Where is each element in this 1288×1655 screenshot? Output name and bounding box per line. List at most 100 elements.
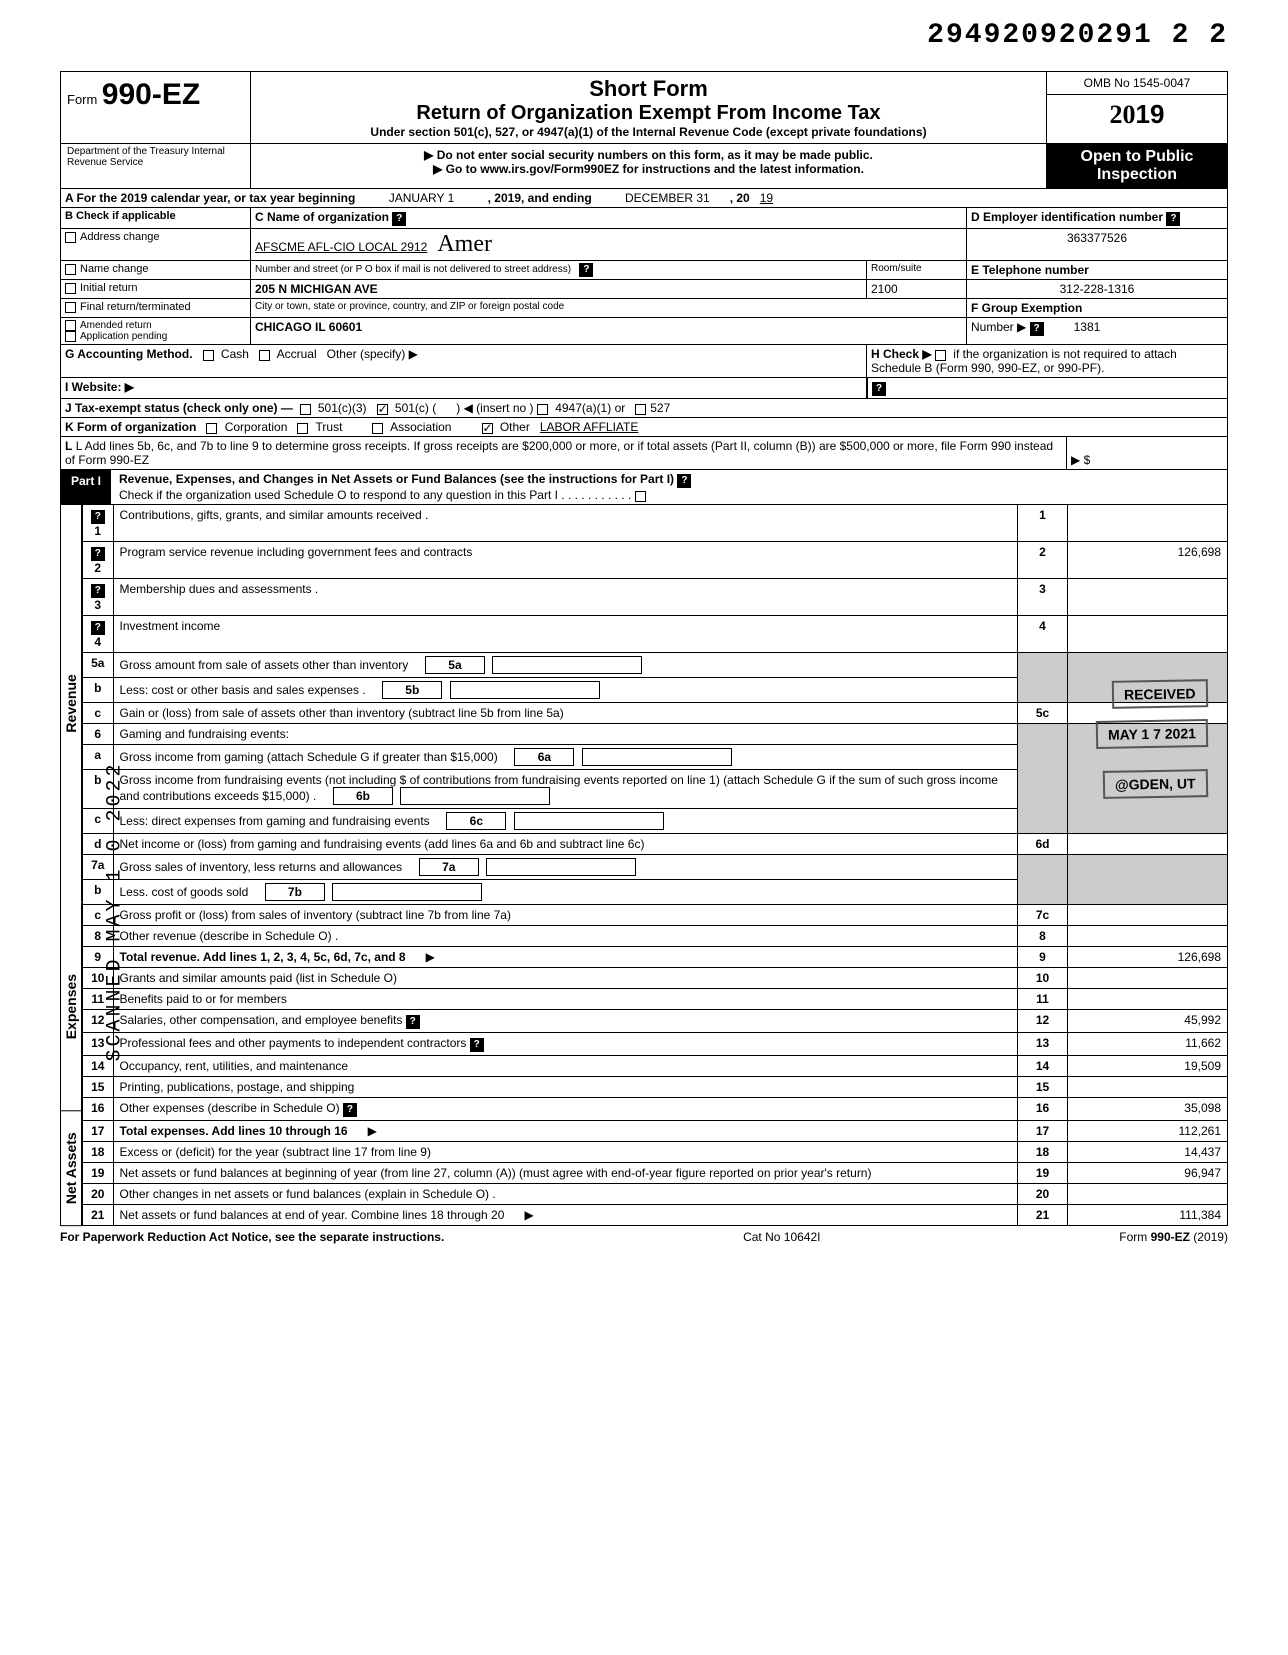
table-row: 11Benefits paid to or for members11 bbox=[83, 989, 1228, 1010]
line-9-desc: Total revenue. Add lines 1, 2, 3, 4, 5c,… bbox=[120, 950, 406, 964]
help-icon[interactable]: ? bbox=[579, 263, 593, 277]
line-14-desc: Occupancy, rent, utilities, and maintena… bbox=[113, 1056, 1018, 1077]
501c3-checkbox[interactable] bbox=[300, 404, 311, 415]
name-change-checkbox[interactable] bbox=[65, 264, 76, 275]
box-5b: 5b bbox=[382, 681, 442, 699]
table-row: 13Professional fees and other payments t… bbox=[83, 1033, 1228, 1056]
line-16-desc: Other expenses (describe in Schedule O) bbox=[120, 1101, 340, 1115]
room-label: Room/suite bbox=[867, 261, 967, 279]
h-checkbox[interactable] bbox=[935, 350, 946, 361]
accrual-checkbox[interactable] bbox=[259, 350, 270, 361]
addr-label: Number and street (or P O box if mail is… bbox=[255, 264, 571, 275]
help-icon[interactable]: ? bbox=[1030, 322, 1044, 336]
period-mid: , 2019, and ending bbox=[488, 191, 592, 205]
form-subtitle: Under section 501(c), 527, or 4947(a)(1)… bbox=[255, 125, 1042, 139]
ssn-warning: ▶ Do not enter social security numbers o… bbox=[255, 148, 1042, 162]
corp-checkbox[interactable] bbox=[206, 423, 217, 434]
org-name: AFSCME AFL-CIO LOCAL 2912 bbox=[255, 240, 427, 254]
line-7a-desc: Gross sales of inventory, less returns a… bbox=[120, 860, 403, 874]
table-row: 17Total expenses. Add lines 10 through 1… bbox=[83, 1121, 1228, 1142]
g-accrual: Accrual bbox=[277, 347, 317, 361]
amended-checkbox[interactable] bbox=[65, 320, 76, 331]
form-title: Return of Organization Exempt From Incom… bbox=[255, 102, 1042, 125]
table-row: 19Net assets or fund balances at beginni… bbox=[83, 1163, 1228, 1184]
b-item-5: Application pending bbox=[80, 331, 167, 342]
schedule-o-checkbox[interactable] bbox=[635, 491, 646, 502]
c-label: C Name of organization bbox=[255, 210, 389, 224]
help-icon[interactable]: ? bbox=[470, 1038, 484, 1052]
help-icon[interactable]: ? bbox=[872, 382, 886, 396]
g-cash: Cash bbox=[221, 347, 249, 361]
table-row: 18Excess or (deficit) for the year (subt… bbox=[83, 1142, 1228, 1163]
street-addr: 205 N MICHIGAN AVE bbox=[255, 282, 378, 296]
l-text: L Add lines 5b, 6c, and 7b to line 9 to … bbox=[65, 439, 1053, 467]
line-8-amt bbox=[1068, 926, 1228, 947]
line-21-desc: Net assets or fund balances at end of ye… bbox=[120, 1208, 505, 1222]
phone: 312-228-1316 bbox=[967, 280, 1227, 298]
addr-change-checkbox[interactable] bbox=[65, 232, 76, 243]
line-18-desc: Excess or (deficit) for the year (subtra… bbox=[113, 1142, 1018, 1163]
line-17-amt: 112,261 bbox=[1068, 1121, 1228, 1142]
initial-return-checkbox[interactable] bbox=[65, 283, 76, 294]
arrow: ▶ bbox=[524, 1208, 533, 1222]
revenue-label: Revenue bbox=[61, 505, 82, 902]
table-row: 21Net assets or fund balances at end of … bbox=[83, 1205, 1228, 1226]
4947-checkbox[interactable] bbox=[537, 404, 548, 415]
cash-checkbox[interactable] bbox=[203, 350, 214, 361]
main-grid: Revenue Expenses Net Assets ? 1Contribut… bbox=[60, 505, 1228, 1226]
line-10-amt bbox=[1068, 968, 1228, 989]
line-10-desc: Grants and similar amounts paid (list in… bbox=[113, 968, 1018, 989]
line-19-amt: 96,947 bbox=[1068, 1163, 1228, 1184]
form-year: 2019 bbox=[1047, 95, 1227, 134]
part1-title: Revenue, Expenses, and Changes in Net As… bbox=[119, 472, 674, 486]
short-form-label: Short Form bbox=[255, 76, 1042, 102]
b-label: B Check if applicable bbox=[65, 210, 176, 222]
line-6b-desc: Gross income from fundraising events (no… bbox=[120, 773, 998, 803]
k-opt-2: Association bbox=[390, 420, 451, 434]
help-icon[interactable]: ? bbox=[91, 547, 105, 561]
501c-checkbox[interactable] bbox=[377, 404, 388, 415]
handwritten-amer: Amer bbox=[437, 231, 492, 257]
ein: 363377526 bbox=[967, 229, 1227, 260]
help-icon[interactable]: ? bbox=[392, 212, 406, 226]
box-5a: 5a bbox=[425, 656, 485, 674]
period-begin: JANUARY 1 bbox=[389, 191, 455, 205]
page-footer: For Paperwork Reduction Act Notice, see … bbox=[60, 1226, 1228, 1248]
other-checkbox[interactable] bbox=[482, 423, 493, 434]
document-number: 294920920291 2 2 bbox=[60, 20, 1228, 51]
line-21-amt: 111,384 bbox=[1068, 1205, 1228, 1226]
h-label: H Check ▶ bbox=[871, 347, 932, 361]
j-opt-3: 527 bbox=[650, 401, 670, 415]
date-stamp: MAY 1 7 2021 bbox=[1096, 719, 1208, 749]
j-opt-1: 501(c) ( bbox=[395, 401, 436, 415]
table-row: 9Total revenue. Add lines 1, 2, 3, 4, 5c… bbox=[83, 947, 1228, 968]
help-icon[interactable]: ? bbox=[1166, 212, 1180, 226]
ogden-stamp: @GDEN, UT bbox=[1103, 769, 1208, 799]
city-label: City or town, state or province, country… bbox=[251, 299, 967, 317]
table-row: 14Occupancy, rent, utilities, and mainte… bbox=[83, 1056, 1228, 1077]
line-9-amt: 126,698 bbox=[1068, 947, 1228, 968]
trust-checkbox[interactable] bbox=[297, 423, 308, 434]
l-arrow: ▶ $ bbox=[1071, 453, 1090, 467]
k-other: Other bbox=[500, 420, 530, 434]
help-icon[interactable]: ? bbox=[343, 1103, 357, 1117]
b-item-4: Amended return bbox=[80, 320, 152, 331]
arrow: ▶ bbox=[426, 950, 435, 964]
j-label: J Tax-exempt status (check only one) — bbox=[65, 401, 293, 415]
form-header: Form 990-EZ Short Form Return of Organiz… bbox=[60, 71, 1228, 144]
line-16-amt: 35,098 bbox=[1068, 1098, 1228, 1121]
app-pending-checkbox[interactable] bbox=[65, 331, 76, 342]
527-checkbox[interactable] bbox=[635, 404, 646, 415]
help-icon[interactable]: ? bbox=[677, 474, 691, 488]
table-row: 12Salaries, other compensation, and empl… bbox=[83, 1010, 1228, 1033]
assoc-checkbox[interactable] bbox=[372, 423, 383, 434]
help-icon[interactable]: ? bbox=[91, 621, 105, 635]
final-return-checkbox[interactable] bbox=[65, 302, 76, 313]
line-4-amt bbox=[1068, 616, 1228, 653]
help-icon[interactable]: ? bbox=[406, 1015, 420, 1029]
line-2-amt: 126,698 bbox=[1068, 542, 1228, 579]
table-row: 8Other revenue (describe in Schedule O) … bbox=[83, 926, 1228, 947]
omb-number: OMB No 1545-0047 bbox=[1047, 72, 1227, 95]
help-icon[interactable]: ? bbox=[91, 584, 105, 598]
help-icon[interactable]: ? bbox=[91, 510, 105, 524]
